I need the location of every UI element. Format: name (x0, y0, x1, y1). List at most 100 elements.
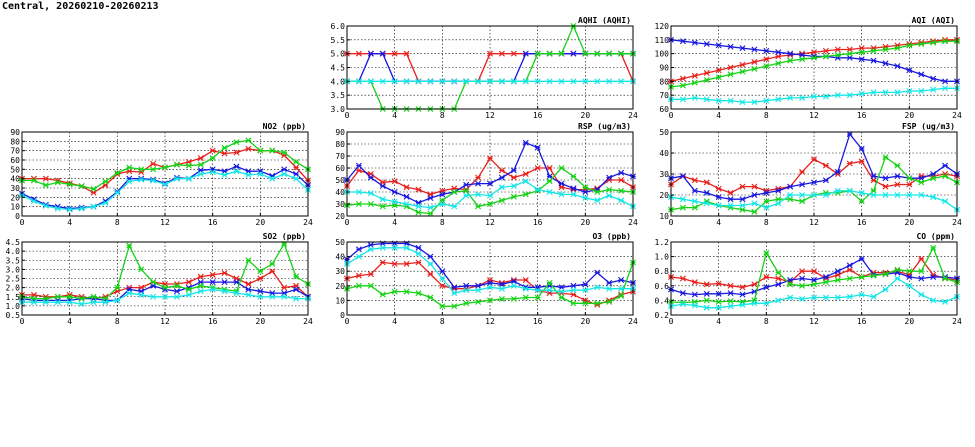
data-point-blue (209, 279, 216, 286)
data-point-blue (739, 291, 746, 298)
data-point-blue (415, 244, 422, 251)
data-point-green (930, 39, 937, 46)
data-point-red (42, 175, 49, 182)
data-point-blue (463, 282, 470, 289)
data-point-green (918, 179, 925, 186)
data-point-red (715, 185, 722, 192)
data-point-blue (379, 50, 386, 57)
data-point-blue (679, 38, 686, 45)
data-point-cyan (582, 287, 589, 294)
data-point-blue (558, 180, 565, 187)
data-point-red (846, 160, 853, 167)
data-point-cyan (510, 282, 517, 289)
data-point-blue (570, 185, 577, 192)
data-point-blue (221, 279, 228, 286)
data-point-cyan (126, 290, 133, 297)
data-point-green (475, 298, 482, 305)
y-tick-label: 0 (340, 311, 345, 320)
data-point-green (439, 303, 446, 310)
data-point-blue (751, 192, 758, 198)
data-point-blue (487, 180, 493, 187)
data-point-red (894, 181, 901, 188)
y-tick-label: 1.0 (6, 302, 21, 311)
data-point-cyan (90, 203, 97, 210)
x-tick-label: 8 (440, 111, 445, 120)
x-tick-label: 4 (392, 111, 397, 120)
data-point-blue (367, 174, 374, 181)
data-point-blue (834, 54, 841, 61)
data-point-green (918, 40, 925, 47)
x-tick-label: 12 (160, 218, 170, 227)
data-point-cyan (391, 78, 398, 85)
data-point-green (894, 45, 901, 52)
data-point-cyan (546, 78, 553, 85)
data-point-cyan (918, 88, 925, 95)
data-point-green (487, 297, 493, 304)
x-tick-label: 16 (208, 317, 218, 326)
x-tick-label: 24 (952, 218, 962, 227)
data-point-blue (475, 282, 482, 289)
data-point-cyan (834, 92, 841, 99)
data-point-blue (822, 274, 829, 281)
data-point-cyan (281, 293, 288, 300)
chart-fsp: 0 4 8 12 16 20 24 10 20 30 40 50 FSP (ug/m3) (659, 122, 962, 227)
data-point-cyan (679, 196, 686, 203)
data-point-cyan (691, 198, 698, 205)
data-point-cyan (799, 295, 806, 302)
x-tick-label: 0 (669, 317, 674, 326)
data-point-blue (679, 290, 686, 297)
data-point-cyan (439, 275, 446, 282)
y-tick-label: 50 (10, 165, 20, 174)
x-tick-label: 20 (905, 218, 915, 227)
y-tick-label: 0.5 (6, 311, 21, 320)
x-tick-label: 0 (345, 317, 350, 326)
data-point-cyan (727, 202, 734, 209)
data-point-green (293, 158, 300, 165)
data-point-cyan (894, 275, 901, 282)
data-point-cyan (463, 78, 470, 85)
y-tick-label: 4.0 (6, 247, 21, 256)
data-point-red (269, 268, 276, 275)
data-point-red (546, 165, 553, 171)
data-point-cyan (858, 291, 865, 298)
data-point-cyan (66, 299, 73, 306)
y-tick-label: 20 (335, 282, 345, 291)
data-point-green (822, 53, 829, 60)
data-point-green (763, 249, 770, 256)
data-point-cyan (558, 191, 565, 198)
data-point-cyan (451, 78, 458, 85)
data-point-cyan (558, 78, 565, 85)
data-point-green (942, 173, 949, 180)
data-point-cyan (558, 288, 565, 295)
chart-title: AQI (AQI) (912, 16, 955, 25)
data-point-green (727, 298, 734, 305)
y-tick-label: 10 (659, 212, 669, 221)
data-point-blue (858, 255, 865, 262)
data-point-cyan (870, 293, 877, 300)
data-point-green (510, 193, 517, 200)
x-tick-label: 16 (208, 218, 218, 227)
data-point-green (126, 242, 133, 249)
data-point-cyan (126, 178, 133, 185)
data-point-cyan (415, 203, 422, 210)
x-tick-label: 16 (857, 317, 867, 326)
data-point-cyan (367, 190, 374, 197)
data-point-green (751, 208, 758, 215)
y-tick-label: 80 (10, 137, 20, 146)
data-point-red (739, 61, 746, 68)
data-point-cyan (475, 78, 482, 85)
x-tick-label: 24 (628, 218, 638, 227)
data-point-cyan (942, 198, 949, 205)
data-point-blue (281, 166, 288, 173)
data-point-blue (173, 288, 180, 295)
data-point-cyan (403, 201, 410, 207)
data-point-cyan (858, 90, 865, 97)
data-point-cyan (269, 175, 276, 182)
data-point-cyan (534, 186, 541, 193)
data-point-green (197, 282, 204, 289)
data-point-red (846, 266, 853, 273)
data-point-blue (403, 193, 410, 200)
data-point-blue (522, 139, 529, 146)
x-tick-label: 24 (952, 111, 962, 120)
data-point-cyan (185, 291, 192, 298)
